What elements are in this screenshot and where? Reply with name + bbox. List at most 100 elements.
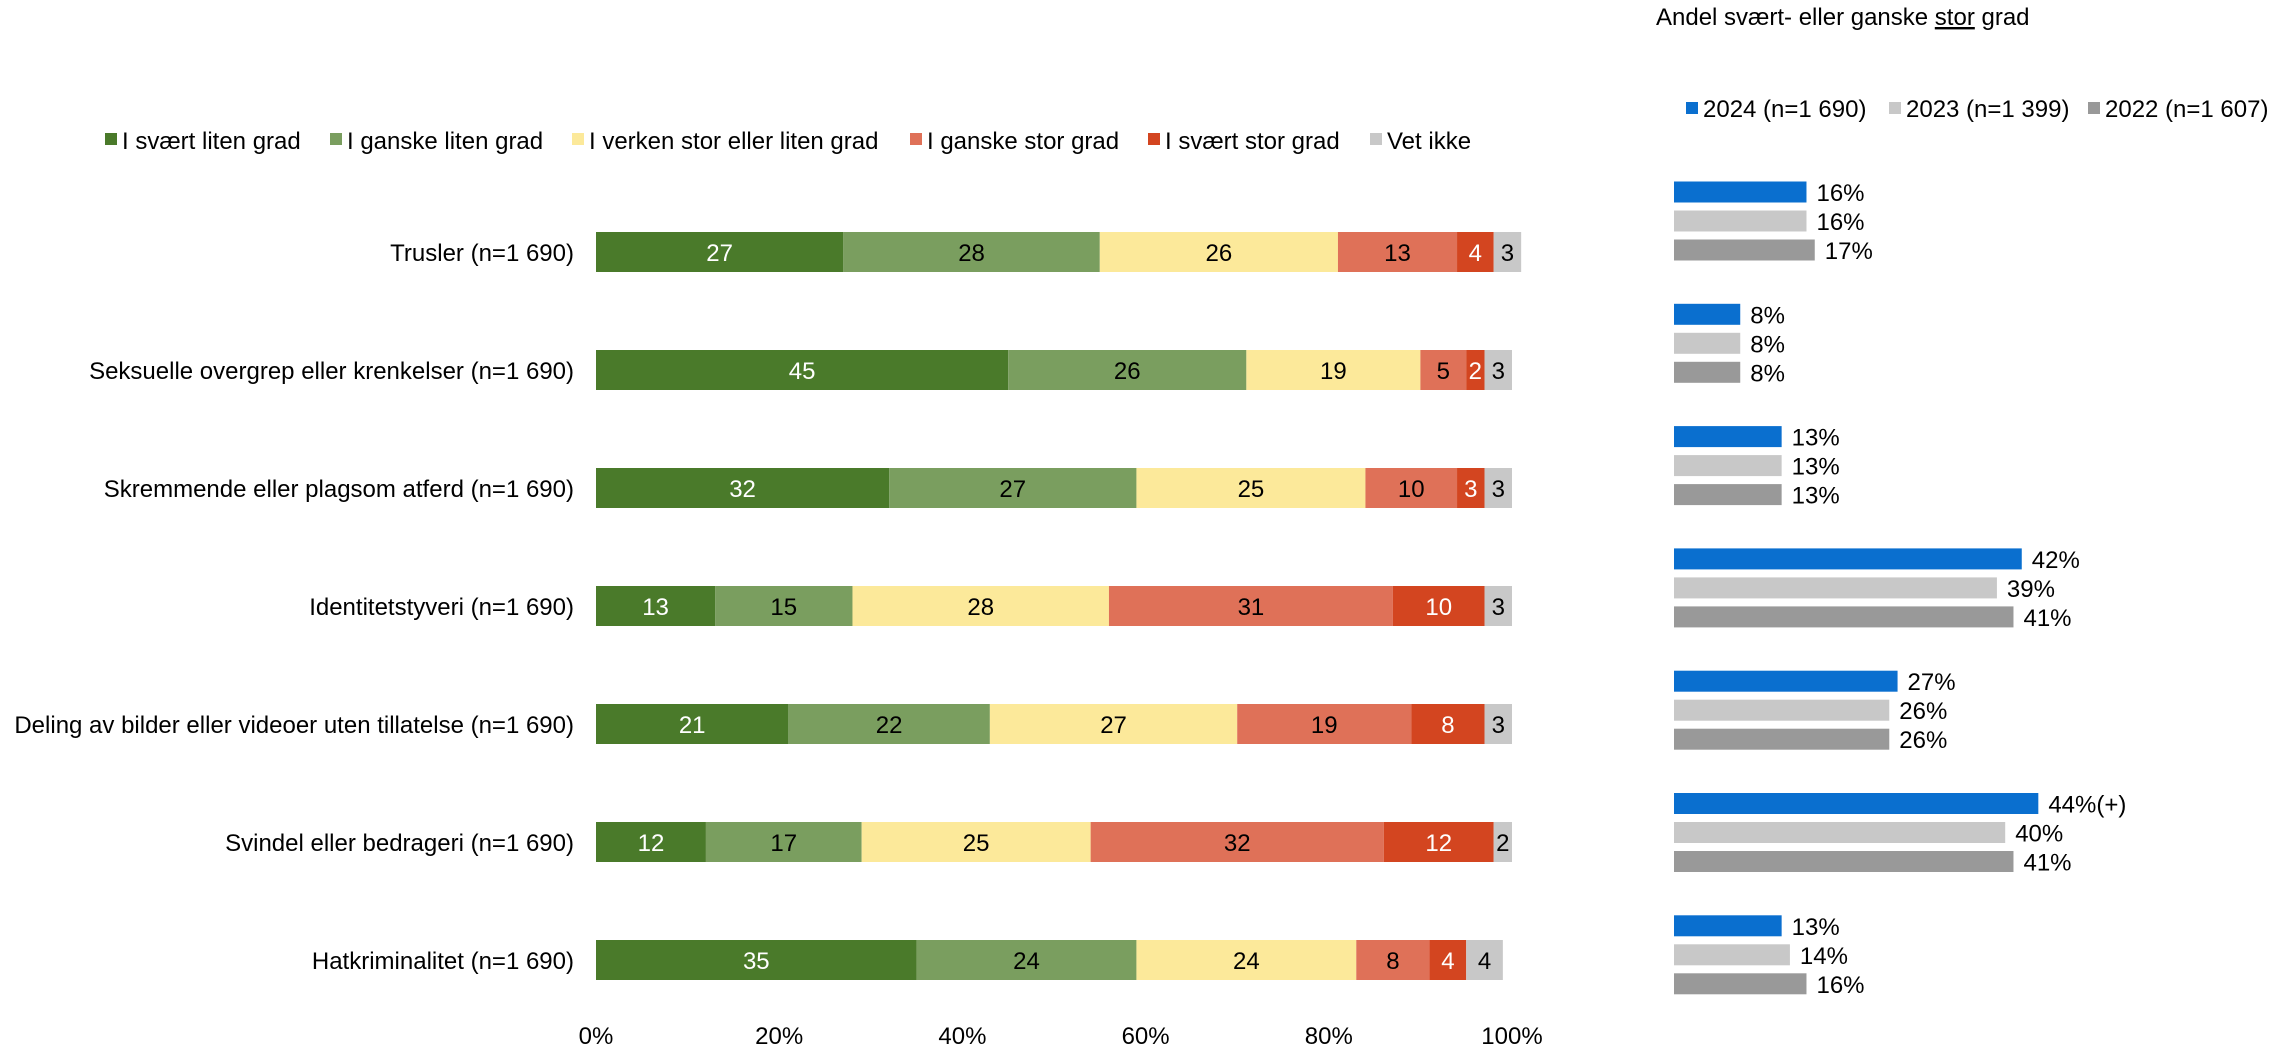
data-label-i-ganske-stor-grad: 32 [1224, 830, 1251, 857]
bar-segment-vet-ikke [1484, 468, 1512, 508]
legend-swatch-i-ganske-stor-grad [910, 133, 922, 145]
bar-segment-i-sv-rt-liten-grad [596, 822, 706, 862]
data-label-i-ganske-liten-grad: 15 [770, 594, 797, 621]
bar-segment-i-ganske-liten-grad [705, 822, 862, 862]
side-value-label: 41% [2023, 850, 2071, 877]
bar-segment-vet-ikke [1484, 350, 1512, 390]
bar-segment-i-ganske-stor-grad [1108, 586, 1393, 626]
bar-segment-i-sv-rt-stor-grad [1457, 232, 1494, 272]
data-label-i-ganske-liten-grad: 27 [999, 476, 1026, 503]
x-tick-label: 60% [1122, 1023, 1170, 1050]
data-label-i-sv-rt-liten-grad: 35 [743, 948, 770, 975]
bar-segment-i-ganske-liten-grad [715, 586, 853, 626]
data-label-i-verken-stor-eller-liten-grad: 26 [1206, 240, 1233, 267]
side-value-label: 40% [2015, 821, 2063, 848]
data-label-i-sv-rt-stor-grad: 2 [1469, 358, 1482, 385]
data-label-i-verken-stor-eller-liten-grad: 19 [1320, 358, 1347, 385]
side-value-label: 26% [1899, 698, 1947, 725]
side-bar-2023-n-1-399 [1674, 944, 1790, 966]
legend-label-i-sv-rt-liten-grad: I svært liten grad [122, 128, 301, 155]
side-bar-2024-n-1-690 [1674, 426, 1782, 448]
bar-segment-i-ganske-liten-grad [916, 940, 1137, 980]
data-label-i-ganske-stor-grad: 13 [1384, 240, 1411, 267]
data-label-vet-ikke: 3 [1492, 712, 1505, 739]
legend-swatch-i-ganske-liten-grad [330, 133, 342, 145]
side-bar-2022-n-1-607 [1674, 606, 2014, 628]
side-value-label: 8% [1750, 302, 1785, 329]
legend-swatch-i-verken-stor-eller-liten-grad [572, 133, 584, 145]
data-label-vet-ikke: 4 [1478, 948, 1491, 975]
bar-segment-i-sv-rt-liten-grad [596, 704, 789, 744]
legend-label-vet-ikke: Vet ikke [1387, 128, 1471, 155]
data-label-vet-ikke: 2 [1496, 830, 1509, 857]
data-label-vet-ikke: 3 [1501, 240, 1514, 267]
side-value-label: 44%(+) [2048, 792, 2126, 819]
x-tick-label: 100% [1481, 1023, 1542, 1050]
side-bar-2024-n-1-690 [1674, 670, 1898, 692]
side-bar-2023-n-1-399 [1674, 332, 1741, 354]
data-label-i-sv-rt-liten-grad: 21 [679, 712, 706, 739]
side-chart-title: Andel svært- eller ganske stor grad [1656, 4, 2030, 31]
side-bar-2022-n-1-607 [1674, 361, 1741, 383]
bar-segment-i-sv-rt-liten-grad [596, 468, 890, 508]
category-label: Identitetstyveri (n=1 690) [309, 594, 574, 621]
side-value-label: 13% [1792, 454, 1840, 481]
side-bar-2023-n-1-399 [1674, 577, 1997, 599]
side-bar-2024-n-1-690 [1674, 915, 1782, 937]
data-label-i-sv-rt-stor-grad: 4 [1441, 948, 1454, 975]
side-value-label: 41% [2023, 605, 2071, 632]
legend-swatch-vet-ikke [1370, 133, 1382, 145]
data-label-i-ganske-liten-grad: 26 [1114, 358, 1141, 385]
side-bar-2022-n-1-607 [1674, 239, 1815, 261]
data-label-i-verken-stor-eller-liten-grad: 25 [963, 830, 990, 857]
legend-label-i-ganske-stor-grad: I ganske stor grad [927, 128, 1119, 155]
side-bar-2022-n-1-607 [1674, 484, 1782, 506]
side-legend-swatch-2022-n-1-607 [2088, 102, 2100, 114]
bar-segment-i-sv-rt-liten-grad [596, 586, 716, 626]
side-bar-2022-n-1-607 [1674, 728, 1890, 750]
bar-segment-i-verken-stor-eller-liten-grad [852, 586, 1109, 626]
bar-segment-i-ganske-stor-grad [1356, 940, 1430, 980]
side-bar-2022-n-1-607 [1674, 851, 2014, 872]
data-label-vet-ikke: 3 [1492, 594, 1505, 621]
data-label-i-verken-stor-eller-liten-grad: 27 [1100, 712, 1127, 739]
bar-segment-vet-ikke [1466, 940, 1503, 980]
data-label-i-ganske-stor-grad: 19 [1311, 712, 1338, 739]
data-label-i-ganske-stor-grad: 31 [1238, 594, 1265, 621]
data-label-i-sv-rt-liten-grad: 27 [706, 240, 733, 267]
bar-segment-i-ganske-stor-grad [1237, 704, 1412, 744]
bar-segment-i-ganske-stor-grad [1365, 468, 1458, 508]
data-label-i-ganske-liten-grad: 17 [770, 830, 797, 857]
data-label-i-verken-stor-eller-liten-grad: 25 [1238, 476, 1265, 503]
side-value-label: 39% [2007, 576, 2055, 603]
x-tick-label: 40% [938, 1023, 986, 1050]
bar-segment-i-ganske-liten-grad [1008, 350, 1247, 390]
side-value-label: 13% [1792, 483, 1840, 510]
category-label: Trusler (n=1 690) [390, 240, 574, 267]
data-label-i-sv-rt-liten-grad: 45 [789, 358, 816, 385]
bar-segment-i-sv-rt-liten-grad [596, 232, 844, 272]
side-legend-swatch-2023-n-1-399 [1889, 102, 1901, 114]
side-legend-label-2024-n-1-690: 2024 (n=1 690) [1703, 96, 1866, 123]
data-label-i-sv-rt-liten-grad: 12 [638, 830, 665, 857]
bar-segment-i-sv-rt-stor-grad [1429, 940, 1467, 980]
side-legend-label-2023-n-1-399: 2023 (n=1 399) [1906, 96, 2069, 123]
legend-swatch-i-sv-rt-stor-grad [1148, 133, 1160, 145]
category-label: Svindel eller bedrageri (n=1 690) [225, 830, 574, 857]
side-bar-2024-n-1-690 [1674, 181, 1807, 203]
side-value-label: 16% [1816, 209, 1864, 236]
bar-segment-i-sv-rt-stor-grad [1466, 350, 1485, 390]
side-value-label: 27% [1908, 669, 1956, 696]
side-value-label: 16% [1816, 972, 1864, 999]
bar-segment-i-verken-stor-eller-liten-grad [861, 822, 1091, 862]
bar-segment-i-ganske-liten-grad [889, 468, 1137, 508]
side-value-label: 13% [1792, 425, 1840, 452]
data-label-i-ganske-liten-grad: 28 [958, 240, 985, 267]
category-label: Hatkriminalitet (n=1 690) [312, 948, 574, 975]
data-label-i-sv-rt-stor-grad: 10 [1425, 594, 1452, 621]
category-label: Seksuelle overgrep eller krenkelser (n=1… [89, 358, 574, 385]
side-value-label: 26% [1899, 727, 1947, 754]
x-tick-label: 0% [579, 1023, 614, 1050]
